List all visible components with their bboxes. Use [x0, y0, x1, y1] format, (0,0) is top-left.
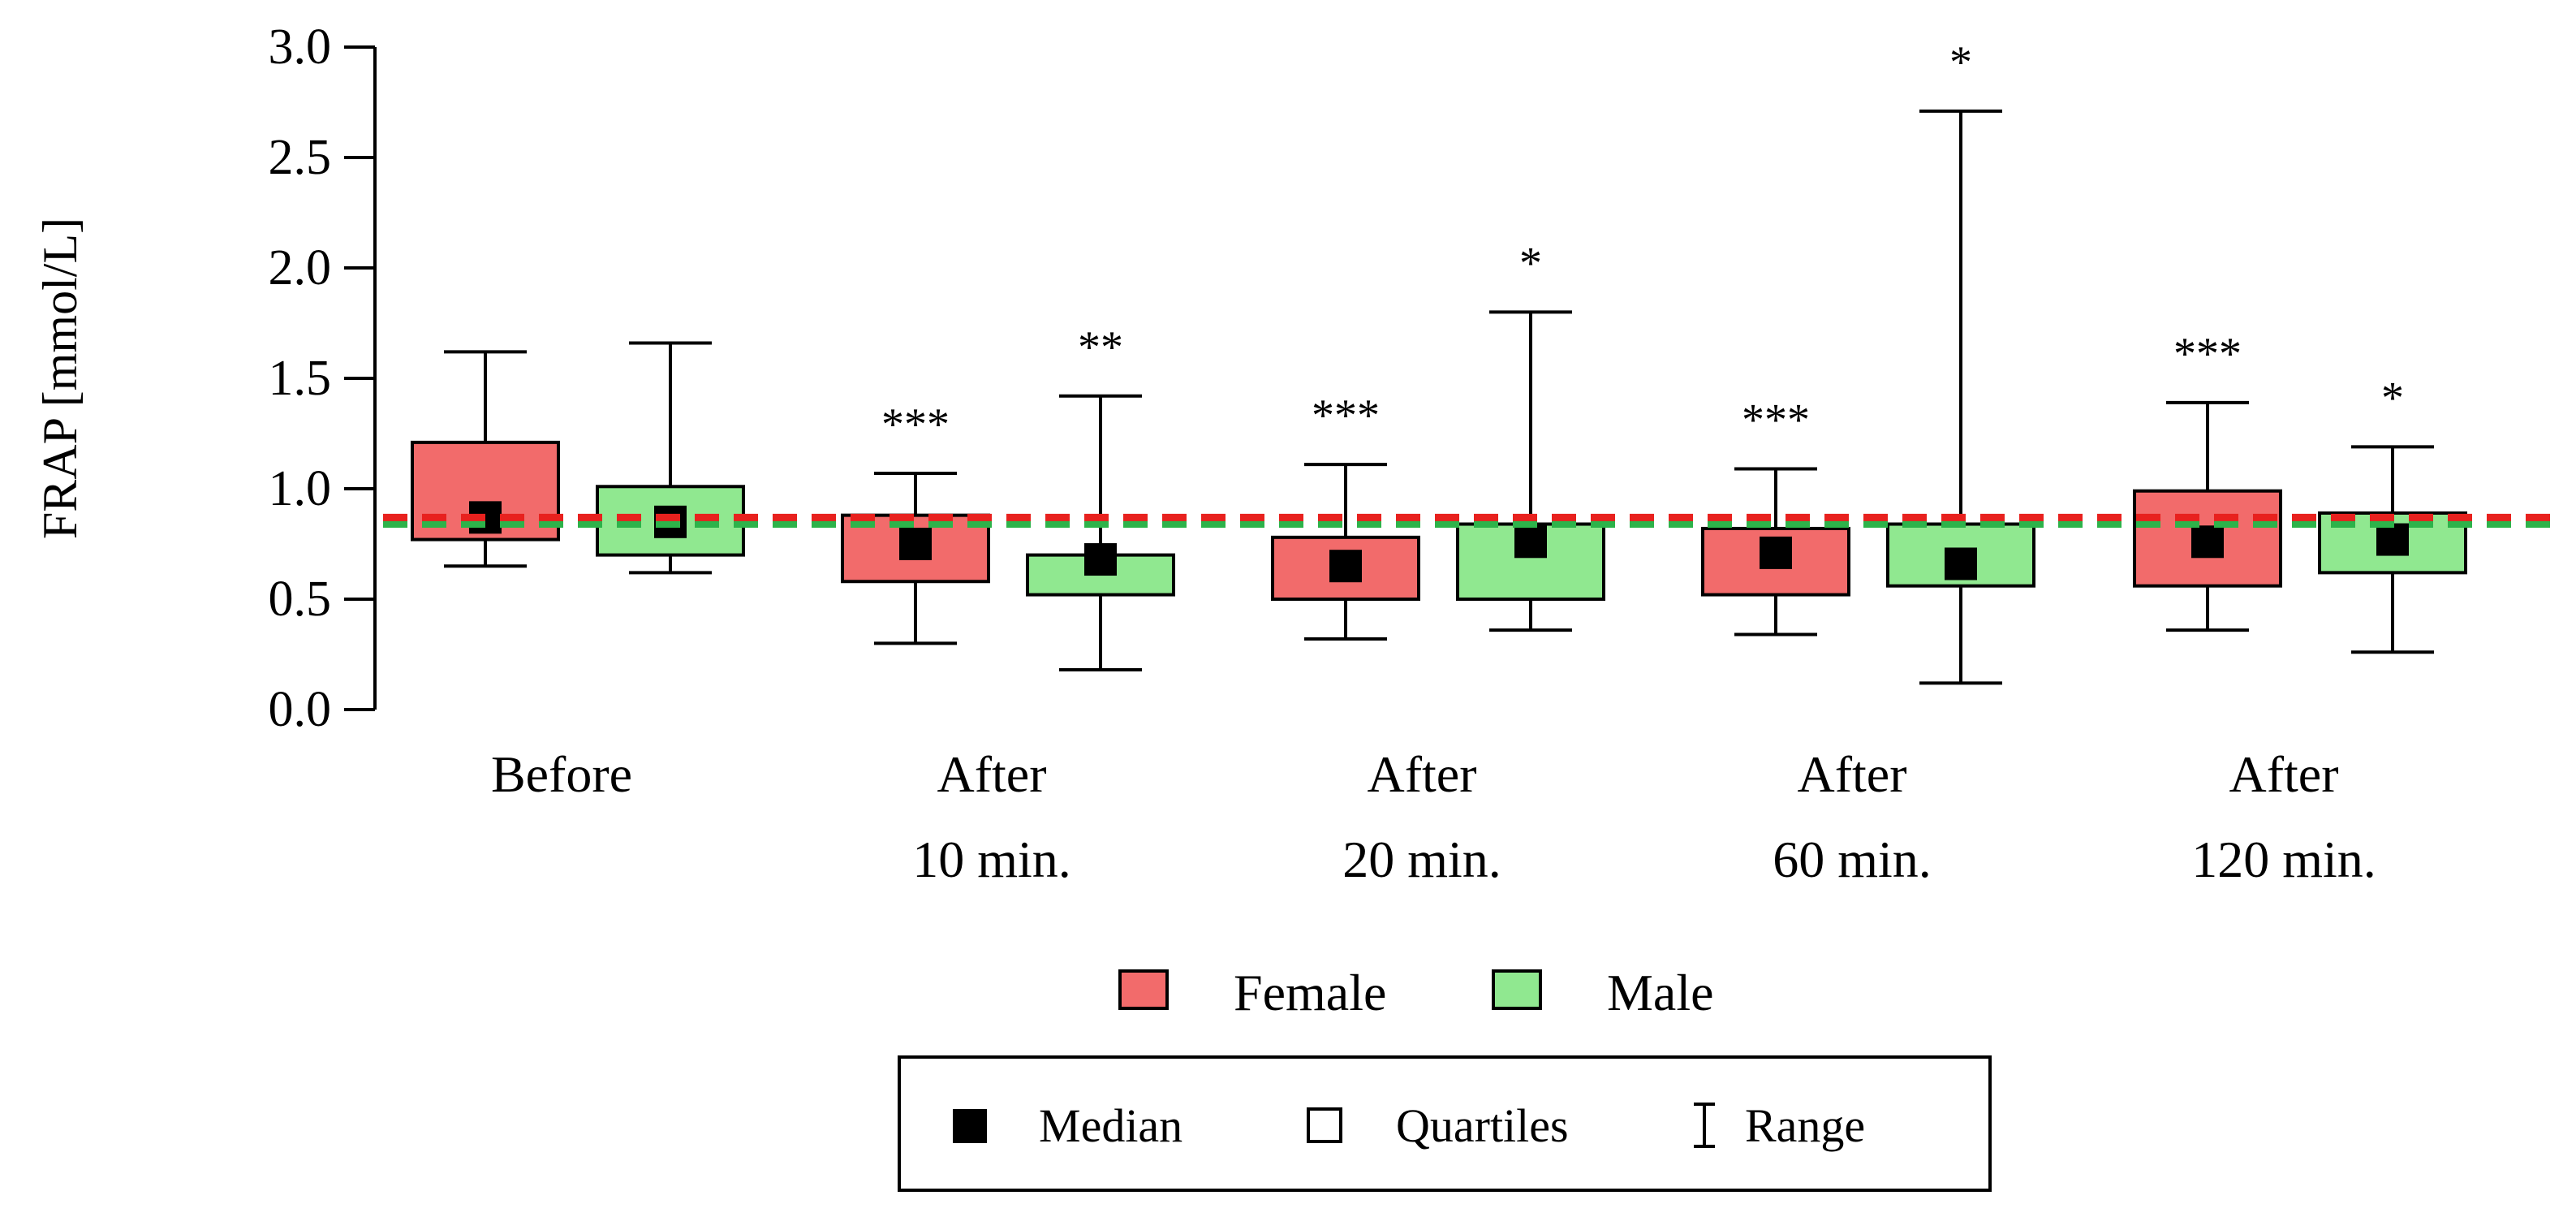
significance-label: ***	[1742, 395, 1810, 446]
y-tick-label: 0.0	[269, 682, 332, 737]
median-marker	[1945, 547, 1977, 580]
legend: Female Male Median Quartiles Range	[898, 964, 1992, 1192]
y-tick-label: 0.5	[269, 572, 332, 627]
significance-label: ***	[1312, 391, 1380, 441]
box-layer: *** *** ***********	[411, 37, 2467, 685]
y-tick-label: 2.0	[269, 240, 332, 296]
y-axis-label: FRAP [mmol/L]	[33, 218, 87, 539]
legend-label-female: Female	[1234, 964, 1386, 1021]
legend-median-label: Median	[1039, 1099, 1182, 1152]
category-label-line1: After	[1367, 745, 1476, 803]
legend-range-label: Range	[1745, 1099, 1865, 1152]
category-label-line2: 20 min.	[1342, 831, 1501, 888]
median-marker	[2191, 525, 2224, 559]
category-labels: Before After 10 min. After 20 min. After 60 mi…	[491, 745, 2376, 888]
median-marker	[1084, 543, 1117, 576]
box-female-4: ***	[2133, 329, 2282, 632]
median-marker	[2376, 523, 2409, 556]
significance-label: *	[2381, 373, 2404, 423]
legend-swatch-male	[1492, 969, 1542, 1010]
category-label-line2: 120 min.	[2191, 831, 2376, 888]
box-female-0	[411, 350, 560, 568]
significance-label: ***	[881, 399, 950, 450]
box-female-2: ***	[1271, 391, 1420, 641]
box-female-3: ***	[1701, 395, 1850, 637]
significance-label: ***	[2173, 329, 2242, 379]
category-label-line1: After	[2229, 745, 2338, 803]
category-label-line1: After	[1797, 745, 1906, 803]
y-tick-label: 3.0	[269, 19, 332, 75]
legend-median-icon	[953, 1109, 987, 1143]
axis-layer: 0.0 0.5 1.0 1.5 2.0 2.5 3.0 FRAP [mmol/L]	[33, 19, 377, 737]
category-label-line2: 60 min.	[1773, 831, 1932, 888]
box-male-2: *	[1456, 238, 1605, 632]
median-marker	[1760, 536, 1792, 569]
category-label-line2: 10 min.	[912, 831, 1071, 888]
significance-label: *	[1949, 37, 1972, 88]
median-marker	[899, 528, 932, 560]
legend-quartiles-icon	[1307, 1107, 1342, 1143]
significance-label: **	[1078, 322, 1123, 373]
y-tick-label: 1.0	[269, 461, 332, 516]
category-label-line1: After	[937, 745, 1046, 803]
box-male-1: **	[1026, 322, 1175, 672]
stat-legend-box	[898, 1055, 1992, 1192]
box-male-4: *	[2318, 373, 2467, 654]
median-marker	[1514, 525, 1547, 559]
box-female-1: ***	[841, 399, 990, 645]
box-male-0	[596, 341, 745, 575]
significance-label: *	[1519, 238, 1542, 288]
reference-lines	[383, 513, 2557, 529]
median-marker	[1329, 550, 1362, 583]
box-male-3: *	[1886, 37, 2035, 685]
legend-quartiles-label: Quartiles	[1396, 1099, 1569, 1152]
y-tick-label: 1.5	[269, 351, 332, 406]
legend-label-male: Male	[1607, 964, 1714, 1021]
y-tick-label: 2.5	[269, 130, 332, 185]
category-label-line1: Before	[491, 745, 632, 803]
legend-swatch-female	[1118, 969, 1169, 1010]
